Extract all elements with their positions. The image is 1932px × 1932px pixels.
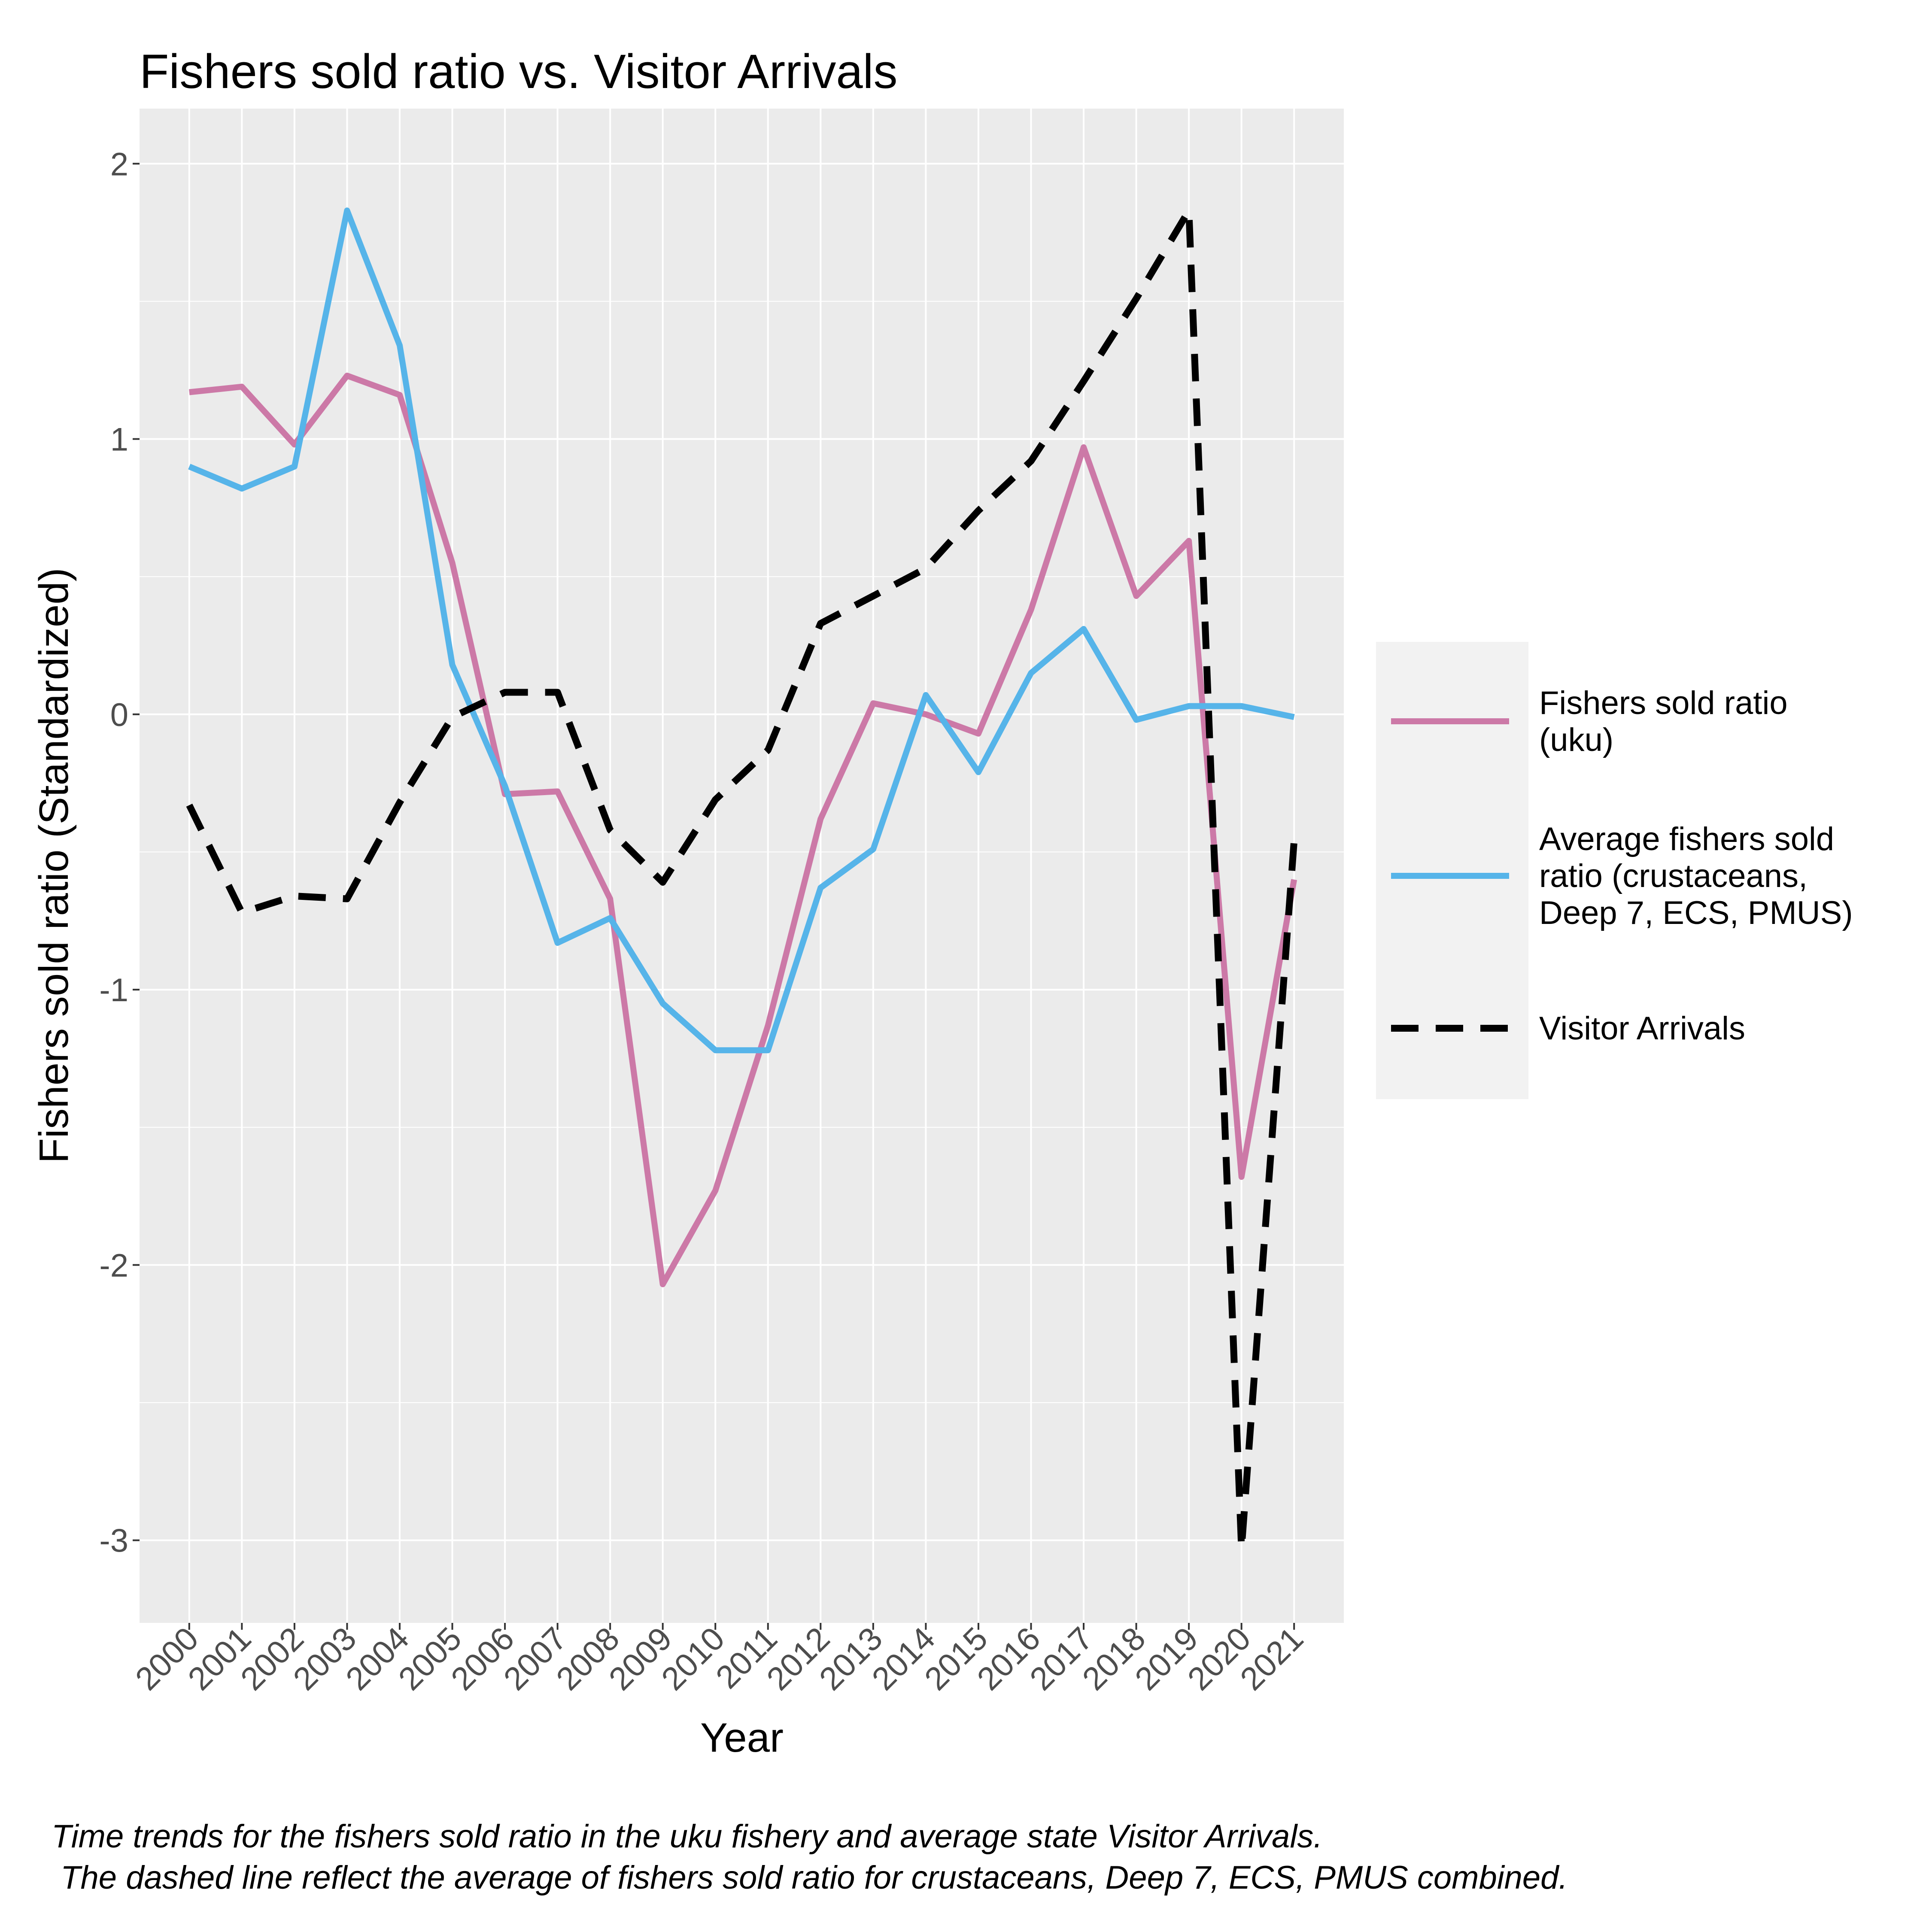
legend-label: Average fishers sold [1539, 821, 1834, 857]
chart-title: Fishers sold ratio vs. Visitor Arrivals [140, 45, 898, 98]
figure-caption: Time trends for the fishers sold ratio i… [52, 1816, 1898, 1899]
data-point [768, 1025, 769, 1026]
data-point [978, 510, 979, 511]
grid-lines [140, 109, 1344, 1623]
data-point [346, 898, 347, 899]
data-point [610, 917, 611, 918]
data-point [1030, 673, 1031, 674]
data-point [557, 942, 558, 943]
caption-line-2: The dashed line reflect the average of f… [52, 1859, 1568, 1896]
data-point [1083, 447, 1084, 448]
y-axis-title: Fishers sold ratio (Standardized) [31, 568, 77, 1163]
data-point [399, 345, 400, 346]
data-point [1136, 298, 1137, 299]
legend-label: (uku) [1539, 722, 1613, 758]
data-point [346, 375, 347, 376]
caption-line-1: Time trends for the fishers sold ratio i… [52, 1818, 1323, 1855]
data-point [1241, 706, 1242, 707]
legend-label: Fishers sold ratio [1539, 685, 1788, 721]
data-point [189, 392, 190, 393]
data-point [189, 466, 190, 467]
data-point [715, 1050, 716, 1051]
data-point [241, 488, 242, 489]
data-point [715, 1190, 716, 1191]
data-point [820, 623, 821, 624]
series-line-3 [186, 207, 1298, 1552]
data-point [662, 882, 663, 883]
legend-label: Deep 7, ECS, PMUS) [1539, 895, 1853, 931]
data-point [346, 210, 347, 211]
data-point [925, 568, 926, 569]
legend-label: Visitor Arrivals [1539, 1010, 1745, 1047]
data-point [768, 1050, 769, 1051]
data-point [1188, 706, 1189, 707]
y-tick-label: 0 [110, 697, 128, 733]
data-point [715, 799, 716, 800]
y-tick-label: -3 [99, 1523, 128, 1559]
data-point [294, 444, 295, 445]
data-point [1083, 381, 1084, 382]
y-tick-label: 2 [110, 146, 128, 182]
series-line-1 [189, 373, 1297, 1288]
data-point [1241, 1176, 1242, 1177]
data-point [294, 466, 295, 467]
series-layer [186, 207, 1298, 1552]
y-tick-label: 1 [110, 422, 128, 458]
data-point [557, 791, 558, 792]
legend-label: ratio (crustaceans, [1539, 858, 1807, 894]
x-axis: 2000200120022003200420052006200720082009… [128, 1620, 1310, 1698]
data-point [452, 562, 453, 563]
data-point [241, 386, 242, 387]
data-point [504, 786, 505, 787]
data-point [873, 703, 874, 704]
data-point [662, 1003, 663, 1004]
data-point [662, 1284, 663, 1285]
y-tick-label: -1 [99, 972, 128, 1009]
data-point [610, 898, 611, 899]
data-point [978, 733, 979, 734]
data-point [1030, 609, 1031, 610]
data-point [1030, 461, 1031, 462]
data-point [873, 595, 874, 596]
y-axis: 2 1 0 -1 -2 -3 [99, 146, 140, 1559]
x-axis-title: Year [700, 1715, 784, 1761]
legend-background [1376, 642, 1528, 1099]
data-point [399, 802, 400, 803]
data-point [1136, 595, 1137, 596]
legend: Fishers sold ratio(uku) Average fishers s… [1376, 642, 1853, 1099]
data-point [925, 714, 926, 715]
data-point [820, 818, 821, 819]
data-point [1188, 210, 1189, 211]
data-point [820, 887, 821, 888]
data-point [873, 849, 874, 850]
data-point [504, 692, 505, 693]
data-point [452, 664, 453, 665]
plot-panel [140, 109, 1344, 1623]
data-point [1241, 1548, 1242, 1549]
y-tick-label: -2 [99, 1247, 128, 1284]
data-point [925, 695, 926, 696]
data-point [557, 692, 558, 693]
data-point [241, 912, 242, 913]
series-line-2 [188, 207, 1295, 1054]
data-point [610, 829, 611, 830]
